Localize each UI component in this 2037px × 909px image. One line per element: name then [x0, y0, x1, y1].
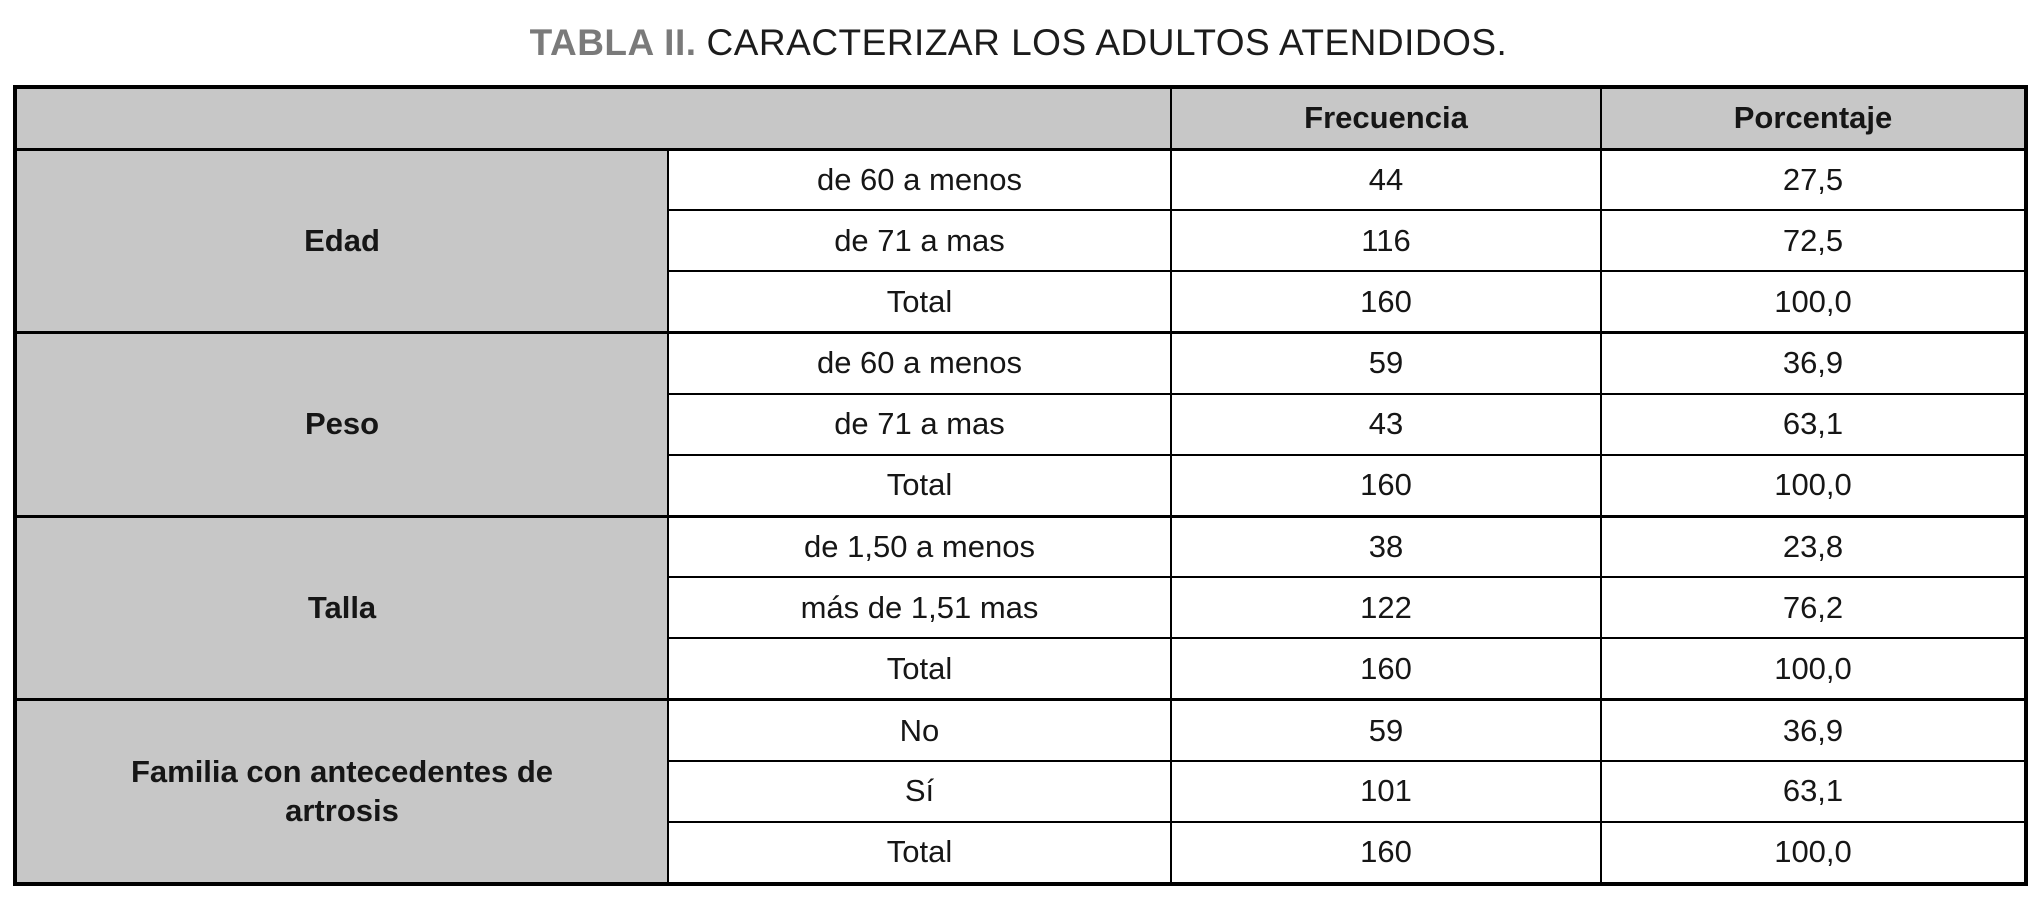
table-row-peso-total: Total 160 100,0	[15, 453, 2027, 518]
frecuencia-cell: 59	[1170, 331, 1602, 395]
category-cell: de 71 a mas	[667, 392, 1172, 456]
table-title-label: TABLA II.	[529, 22, 697, 63]
porcentaje-cell: 36,9	[1600, 331, 2027, 395]
category-cell: más de 1,51 mas	[667, 576, 1172, 640]
category-cell: de 60 a menos	[667, 331, 1172, 395]
category-cell: Total	[667, 270, 1172, 334]
porcentaje-cell: 100,0	[1600, 453, 2027, 518]
frecuencia-cell: 116	[1170, 209, 1602, 273]
table-row-talla-2: más de 1,51 mas 122 76,2	[15, 576, 2027, 640]
frecuencia-cell: 59	[1170, 698, 1602, 762]
table-row-talla-total: Total 160 100,0	[15, 637, 2027, 701]
porcentaje-cell: 72,5	[1600, 209, 2027, 273]
porcentaje-cell: 100,0	[1600, 270, 2027, 334]
category-cell: Sí	[667, 759, 1172, 823]
porcentaje-cell: 63,1	[1600, 392, 2027, 456]
group-label-familia-text: Familia con antecedentes de artrosis	[130, 753, 554, 828]
header-porcentaje: Porcentaje	[1600, 86, 2027, 151]
header-row: Frecuencia Porcentaje	[14, 86, 2027, 151]
header-empty-cell	[14, 86, 1172, 151]
category-cell: de 60 a menos	[667, 147, 1172, 212]
frecuencia-cell: 43	[1170, 392, 1602, 456]
adults-characterization-table: Frecuencia Porcentaje Edad de 60 a menos…	[13, 85, 2028, 886]
category-cell: No	[667, 698, 1172, 762]
group-label-talla: Talla	[14, 514, 669, 701]
frecuencia-cell: 160	[1170, 270, 1602, 334]
category-cell: de 71 a mas	[667, 209, 1172, 273]
porcentaje-cell: 100,0	[1600, 637, 2027, 701]
table-row-familia-1: Familia con antecedentes de artrosis No …	[14, 698, 2027, 886]
frecuencia-cell: 101	[1170, 759, 1602, 823]
frecuencia-cell: 160	[1170, 453, 1602, 518]
porcentaje-cell: 76,2	[1600, 576, 2027, 640]
table-row-talla-1: Talla de 1,50 a menos 38 23,8	[14, 514, 2027, 701]
porcentaje-cell: 27,5	[1600, 147, 2027, 212]
group-label-familia-antecedentes: Familia con antecedentes de artrosis	[14, 698, 669, 886]
group-label-edad: Edad	[14, 147, 669, 334]
porcentaje-cell: 63,1	[1600, 759, 2027, 823]
header-frecuencia: Frecuencia	[1170, 86, 1602, 151]
group-label-peso: Peso	[14, 331, 669, 518]
porcentaje-cell: 36,9	[1600, 698, 2027, 762]
frecuencia-cell: 44	[1170, 147, 1602, 212]
category-cell: de 1,50 a menos	[667, 514, 1172, 579]
frecuencia-cell: 160	[1170, 637, 1602, 701]
table-row-edad-1: Edad de 60 a menos 44 27,5	[14, 147, 2027, 334]
category-cell: Total	[667, 637, 1172, 701]
table-row-edad-total: Total 160 100,0	[15, 270, 2027, 334]
table-row-edad-2: de 71 a mas 116 72,5	[15, 209, 2027, 273]
table-row-familia-2: Sí 101 63,1	[15, 759, 2027, 823]
frecuencia-cell: 122	[1170, 576, 1602, 640]
table-title: TABLA II. CARACTERIZAR LOS ADULTOS ATENDI…	[0, 22, 2037, 64]
category-cell: Total	[667, 453, 1172, 518]
frecuencia-cell: 160	[1170, 820, 1602, 886]
porcentaje-cell: 23,8	[1600, 514, 2027, 579]
table-row-peso-2: de 71 a mas 43 63,1	[15, 392, 2027, 456]
table-title-text: CARACTERIZAR LOS ADULTOS ATENDIDOS.	[706, 22, 1508, 63]
category-cell: Total	[667, 820, 1172, 886]
table-row-peso-1: Peso de 60 a menos 59 36,9	[14, 331, 2027, 518]
table-row-familia-total: Total 160 100,0	[15, 820, 2027, 886]
porcentaje-cell: 100,0	[1600, 820, 2027, 886]
frecuencia-cell: 38	[1170, 514, 1602, 579]
